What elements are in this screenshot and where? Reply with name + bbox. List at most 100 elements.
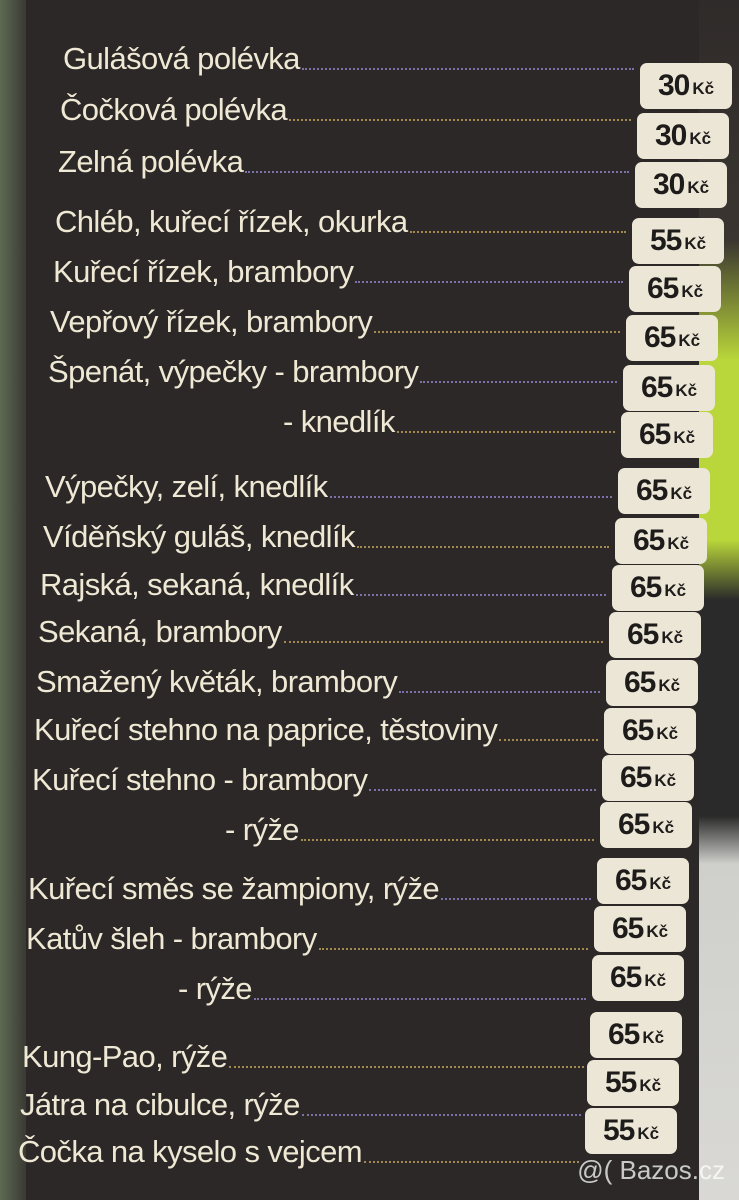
menu-item: Výpečky, zelí, knedlík [45, 460, 618, 506]
price-tag: 65 Kč [621, 412, 713, 458]
price-tag: 55 Kč [632, 218, 724, 264]
menu-item-name: - knedlík [283, 404, 395, 439]
price-currency: Kč [658, 676, 681, 695]
price-tag: 65 Kč [629, 266, 721, 312]
menu-item-name: Katův šleh - brambory [26, 921, 317, 956]
price-value: 65 [609, 961, 642, 994]
menu-item-name: Vepřový řízek, brambory [50, 304, 373, 339]
price-currency: Kč [661, 628, 684, 647]
price-value: 65 [629, 571, 662, 604]
price-currency: Kč [673, 428, 696, 447]
price-currency: Kč [652, 818, 675, 837]
price-tag: 65 Kč [609, 612, 701, 658]
dotted-leader [363, 1161, 579, 1163]
dotted-leader [409, 231, 626, 233]
menu-item: Rajská, sekaná, knedlík [40, 558, 612, 604]
price-value: 65 [640, 371, 673, 404]
dotted-leader [355, 594, 606, 596]
price-currency: Kč [687, 178, 710, 197]
price-tag: 65 Kč [626, 315, 718, 361]
dotted-leader [253, 998, 586, 1000]
dotted-leader [289, 119, 631, 121]
price-currency: Kč [637, 1124, 660, 1143]
price-tag: 65 Kč [618, 468, 710, 514]
price-tag: 65 Kč [615, 518, 707, 564]
price-value: 65 [632, 524, 665, 557]
dotted-leader [245, 171, 629, 173]
menu-item: Katův šleh - brambory [26, 912, 594, 958]
dotted-leader [499, 739, 598, 741]
price-tag: 30 Kč [640, 63, 732, 109]
dotted-leader [374, 331, 620, 333]
price-currency: Kč [664, 581, 687, 600]
price-currency: Kč [649, 874, 672, 893]
dotted-leader [396, 431, 615, 433]
menu-item-name: Sekaná, brambory [38, 614, 282, 649]
price-tag: 65 Kč [623, 365, 715, 411]
menu-item-name: Výpečky, zelí, knedlík [45, 469, 328, 504]
dotted-leader [355, 281, 623, 283]
price-value: 65 [626, 618, 659, 651]
menu-item: Kuřecí směs se žampiony, rýže [28, 862, 597, 908]
price-currency: Kč [654, 771, 677, 790]
price-currency: Kč [675, 381, 698, 400]
menu-item-name: Kuřecí stehno - brambory [32, 762, 368, 797]
menu-item: Vepřový řízek, brambory [50, 295, 626, 341]
background-plant [0, 0, 26, 1200]
menu-item-name: Chléb, kuřecí řízek, okurka [55, 204, 408, 239]
menu-item: Sekaná, brambory [38, 605, 609, 651]
price-value: 30 [657, 69, 690, 102]
menu-item: Smažený květák, brambory [36, 655, 606, 701]
menu-item: Gulášová polévka [63, 32, 640, 78]
menu-item-name: - rýže [225, 812, 300, 847]
menu-item-name: Zelná polévka [58, 144, 244, 179]
dotted-leader [420, 381, 617, 383]
menu-item: Čočka na kyselo s vejcem [18, 1125, 585, 1171]
menu-item: Zelná polévka [58, 135, 635, 181]
price-tag: 65 Kč [606, 660, 698, 706]
price-tag: 30 Kč [635, 162, 727, 208]
menu-item: Játra na cibulce, rýže [20, 1078, 587, 1124]
price-tag: 30 Kč [637, 113, 729, 159]
price-value: 30 [654, 119, 687, 152]
menu-item: Špenát, výpečky - brambory [48, 345, 623, 391]
price-tag: 65 Kč [597, 858, 689, 904]
price-tag: 65 Kč [604, 708, 696, 754]
price-tag: 65 Kč [602, 755, 694, 801]
price-value: 65 [621, 714, 654, 747]
price-value: 55 [604, 1066, 637, 1099]
price-value: 65 [646, 272, 679, 305]
menu-item-name: Víděňský guláš, knedlík [43, 519, 355, 554]
menu-item: Chléb, kuřecí řízek, okurka [55, 195, 632, 241]
price-value: 65 [643, 321, 676, 354]
price-value: 30 [652, 168, 685, 201]
price-value: 65 [635, 474, 668, 507]
dotted-leader [356, 546, 609, 548]
price-tag: 65 Kč [590, 1012, 682, 1058]
price-currency: Kč [681, 282, 704, 301]
dotted-leader [229, 1066, 584, 1068]
menu-item-name: Kung-Pao, rýže [22, 1039, 228, 1074]
menu-item-name: - rýže [178, 971, 253, 1006]
menu-item-name: Kuřecí stehno na paprice, těstoviny [34, 712, 498, 747]
dotted-leader [301, 68, 634, 70]
price-currency: Kč [639, 1076, 662, 1095]
dotted-leader [369, 789, 596, 791]
menu-item-name: Čočková polévka [60, 92, 288, 127]
price-value: 65 [619, 761, 652, 794]
price-currency: Kč [656, 724, 679, 743]
price-tag: 65 Kč [612, 565, 704, 611]
dotted-leader [301, 1114, 581, 1116]
watermark: @( Bazos.cz [577, 1155, 725, 1185]
menu-item: - rýže [225, 803, 600, 849]
menu-item-name: Smažený květák, brambory [36, 664, 398, 699]
price-currency: Kč [670, 484, 693, 503]
price-value: 65 [617, 808, 650, 841]
price-tag: 55 Kč [587, 1060, 679, 1106]
menu-item-name: Kuřecí řízek, brambory [53, 254, 354, 289]
menu-item-name: Špenát, výpečky - brambory [48, 354, 419, 389]
menu-item: - knedlík [283, 395, 621, 441]
menu-item-name: Játra na cibulce, rýže [20, 1087, 300, 1122]
price-value: 55 [602, 1114, 635, 1147]
dotted-leader [399, 691, 600, 693]
